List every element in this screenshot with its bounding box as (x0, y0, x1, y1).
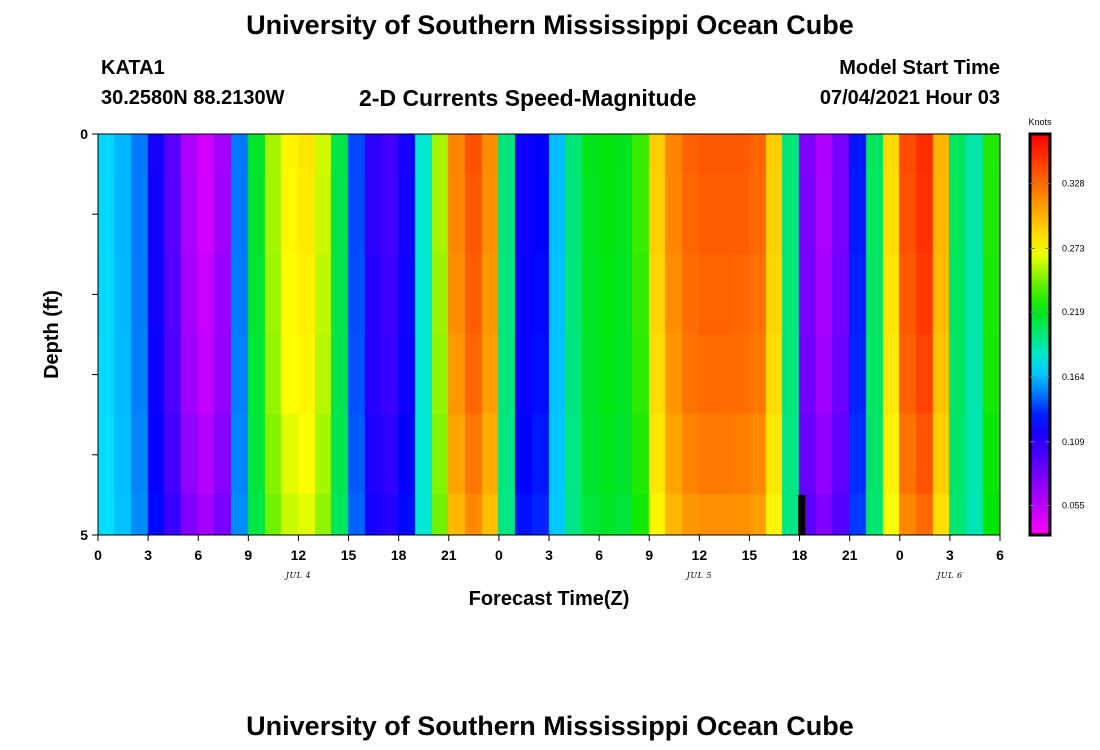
x-tick-label: 12 (692, 547, 708, 563)
x-tick-label: 6 (194, 547, 202, 563)
x-tick-label: 6 (595, 547, 603, 563)
x-tick-label: 21 (842, 547, 858, 563)
chart-subtitle: 2-D Currents Speed-Magnitude (359, 85, 697, 111)
x-tick-label: 18 (792, 547, 808, 563)
y-tick-label: 0 (80, 126, 88, 142)
x-tick-label: 15 (341, 547, 357, 563)
x-tick-label: 6 (996, 547, 1004, 563)
plot-border (97, 133, 1001, 536)
colorbar-tick-label: 0.328 (1062, 179, 1085, 189)
colorbar-unit-label: Knots (1028, 117, 1052, 127)
y-axis-title: Depth (ft) (41, 290, 63, 379)
station-id: KATA1 (101, 57, 165, 79)
date-label: JUL 4 (284, 571, 311, 580)
page-title: University of Southern Mississippi Ocean… (246, 10, 854, 40)
x-tick-label: 12 (291, 547, 307, 563)
x-tick-label: 3 (946, 547, 954, 563)
date-label: JUL 6 (935, 571, 962, 580)
x-tick-label: 0 (896, 547, 904, 563)
x-tick-label: 15 (742, 547, 758, 563)
colorbar-tick-label: 0.055 (1062, 501, 1085, 511)
model-start-label: Model Start Time (839, 57, 1000, 79)
speed-heatmap (98, 134, 1000, 535)
station-coordinates: 30.2580N 88.2130W (101, 87, 285, 109)
colorbar-tick-label: 0.164 (1062, 372, 1085, 382)
colorbar-tick-label: 0.109 (1062, 437, 1085, 447)
x-tick-label: 3 (545, 547, 553, 563)
x-tick-label: 3 (144, 547, 152, 563)
current-time-marker (798, 494, 806, 535)
y-tick-label: 5 (80, 527, 88, 543)
x-tick-label: 21 (441, 547, 457, 563)
date-label: JUL 5 (685, 571, 712, 580)
x-axis-title: Forecast Time(Z) (469, 588, 630, 610)
footer-title: University of Southern Mississippi Ocean… (246, 711, 854, 741)
x-tick-label: 0 (495, 547, 503, 563)
x-tick-label: 9 (244, 547, 252, 563)
colorbar-tick-label: 0.219 (1062, 307, 1085, 317)
model-start-value: 07/04/2021 Hour 03 (819, 87, 1000, 109)
x-tick-label: 9 (645, 547, 653, 563)
colorbar (1028, 132, 1052, 537)
colorbar-tick-label: 0.273 (1062, 243, 1085, 253)
x-tick-label: 18 (391, 547, 407, 563)
x-tick-label: 0 (94, 547, 102, 563)
